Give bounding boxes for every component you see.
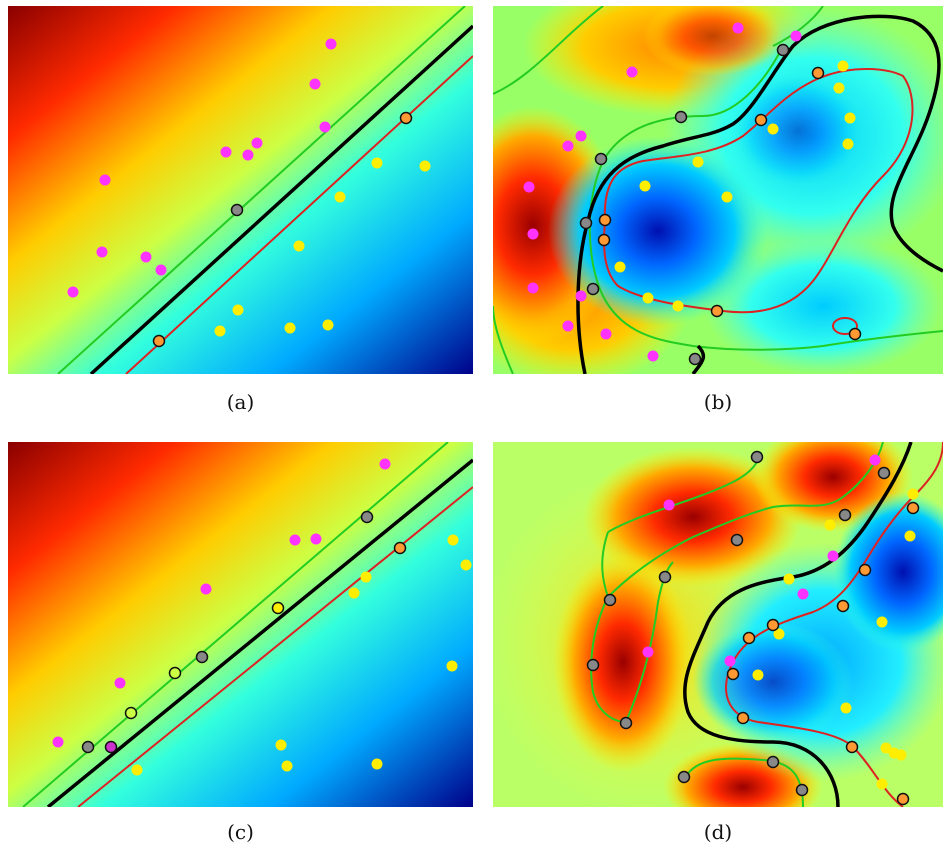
point-positive [319,121,331,133]
heatmap-background [8,442,473,807]
panel-caption: (b) [703,390,733,414]
panel-c-plot [8,442,473,807]
point-negative [334,191,346,203]
point-negative [293,240,305,252]
point-positive [251,137,263,149]
point-negative [322,319,334,331]
points [586,450,920,806]
margin-line-negative [725,442,943,807]
margin-line-negative [125,55,473,374]
point-positive [140,251,152,263]
point-negative [419,160,431,172]
point-positive [309,78,321,90]
point-positive [99,174,111,186]
point-negative [371,157,383,169]
decision-boundary [89,24,473,374]
point-negative [284,322,296,334]
panel-b: (b) [493,6,943,421]
support-vector-positive [230,203,244,217]
panel-b-plot [493,6,943,374]
point-positive [67,286,79,298]
panel-c: (c) [8,442,473,857]
decision-boundary [46,458,473,807]
margin-line-negative [77,486,473,807]
point-negative [214,325,226,337]
margin-line-positive [57,6,466,374]
panel-caption: (d) [703,820,733,844]
decision-boundary [576,14,943,374]
points [67,38,431,348]
panel-d: (d) [493,442,943,857]
panel-a-plot [8,6,473,374]
point-positive [155,264,167,276]
point-positive [242,149,254,161]
point-positive [325,38,337,50]
point-positive [96,246,108,258]
panel-caption: (c) [227,820,254,844]
panel-caption: (a) [226,390,255,414]
support-vector-negative [152,334,166,348]
panel-a: (a) [8,6,473,421]
support-vector-negative [399,111,413,125]
points [52,458,472,776]
points [523,22,862,366]
panel-d-plot [493,442,943,807]
point-negative [232,304,244,316]
decision-boundary [683,442,913,807]
point-positive [220,146,232,158]
